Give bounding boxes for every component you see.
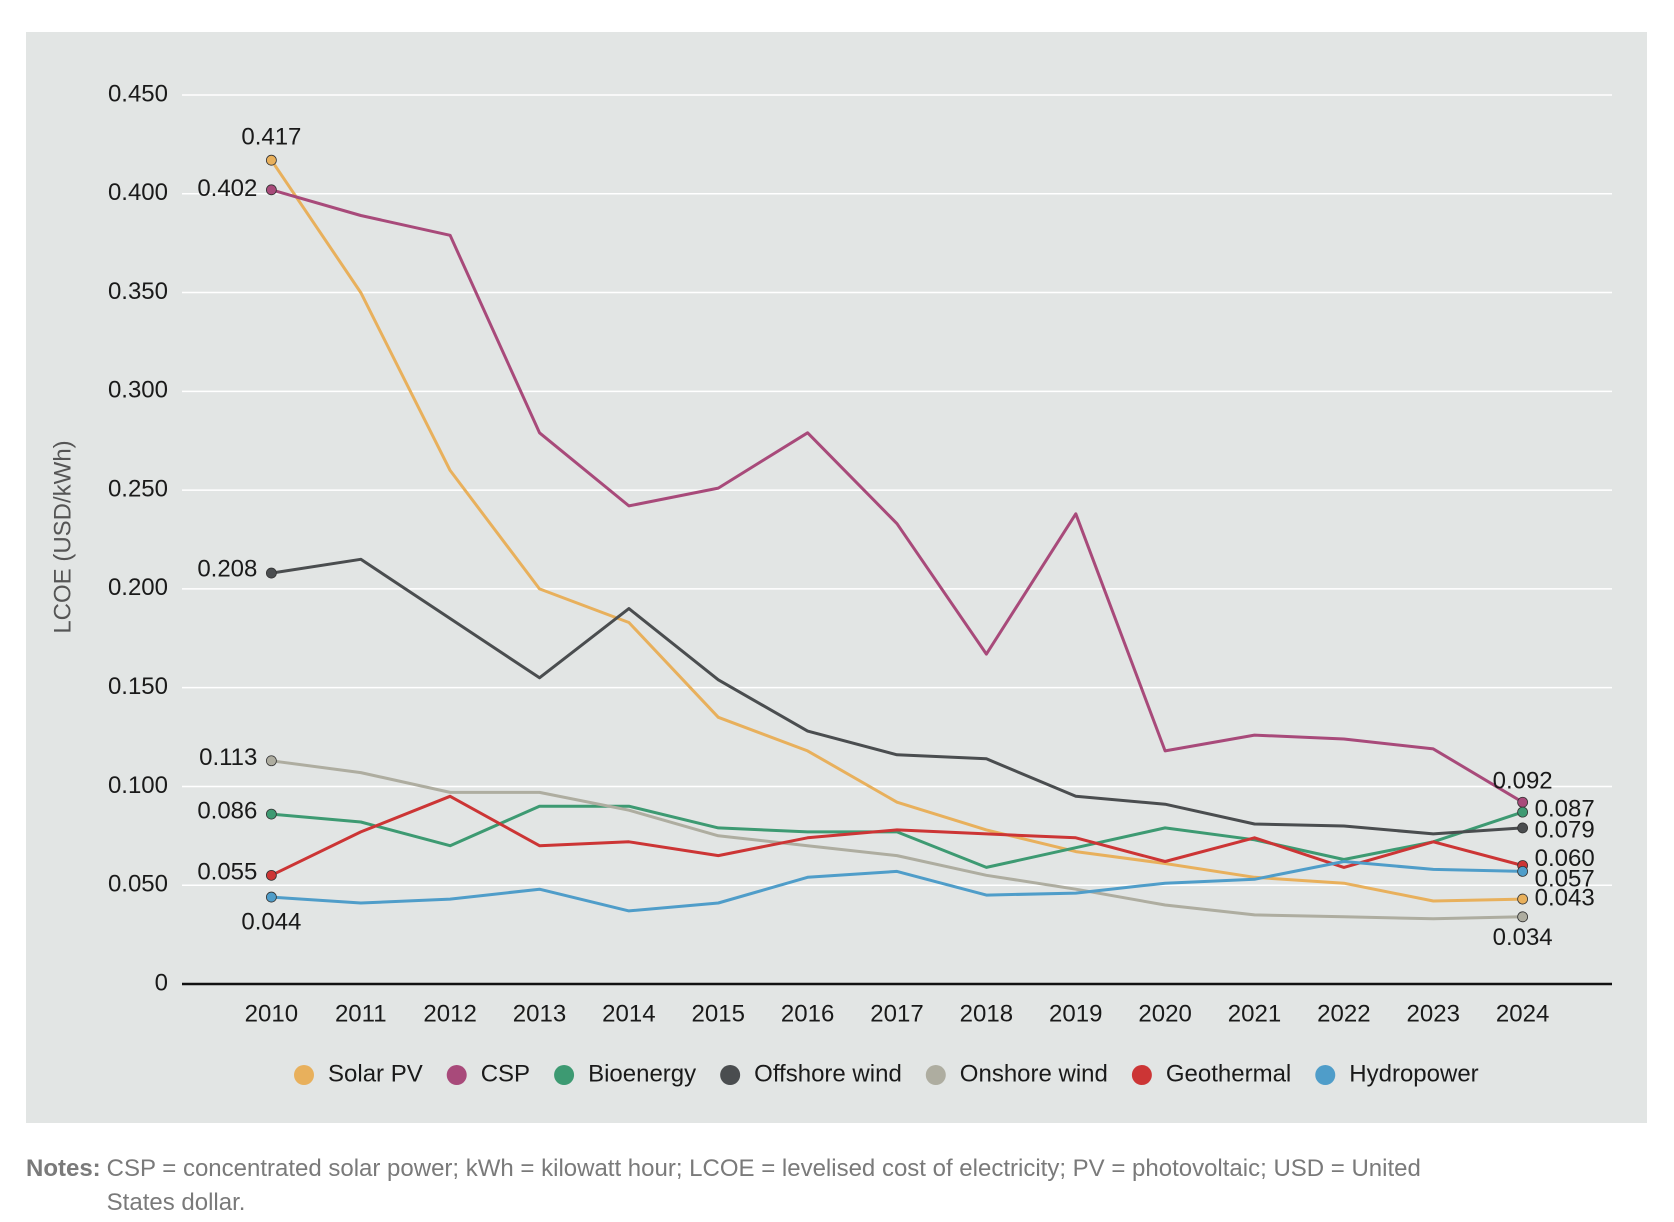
x-tick-label: 2015 [692,1000,745,1027]
y-tick-label: 0.450 [108,80,168,107]
y-tick-label: 0.250 [108,475,168,502]
point-marker [1517,865,1529,877]
x-tick-label: 2013 [513,1000,566,1027]
data-label: 0.034 [1493,924,1553,951]
y-tick-label: 0.300 [108,377,168,404]
data-label: 0.043 [1535,884,1595,911]
y-tick-label: 0.050 [108,871,168,898]
y-tick-label: 0.350 [108,278,168,305]
series-line [271,860,1523,913]
legend-label: Hydropower [1349,1060,1478,1087]
legend-swatch [720,1065,741,1085]
legend-label: Geothermal [1166,1060,1291,1087]
point-marker [1517,911,1529,923]
chart-panel [26,32,1647,1123]
point-marker [265,869,277,881]
data-label: 0.060 [1535,845,1595,872]
legend-label: Solar PV [328,1060,423,1087]
point-marker [1517,822,1529,834]
series-line [271,557,1523,836]
y-axis-label: LCOE (USD/kWh) [49,440,76,633]
data-label: 0.417 [241,124,301,151]
y-tick-label: 0.400 [108,179,168,206]
point-marker [265,755,277,767]
x-tick-label: 2011 [335,1000,387,1027]
series-line [271,759,1523,921]
x-tick-label: 2022 [1317,1000,1370,1027]
data-label: 0.113 [199,744,257,771]
x-tick-label: 2019 [1049,1000,1102,1027]
series-line [270,794,1523,877]
legend-swatch [1131,1065,1152,1085]
legend-label: Onshore wind [960,1060,1108,1087]
notes-label: Notes: [26,1155,101,1182]
point-marker [265,891,277,903]
legend-swatch [925,1065,946,1085]
data-label: 0.208 [197,555,257,582]
point-marker [1517,806,1529,818]
data-label: 0.079 [1535,816,1595,843]
x-tick-label: 2010 [245,1000,298,1027]
x-tick-label: 2024 [1496,1000,1549,1027]
series-line [270,188,1524,804]
legend-swatch [554,1065,575,1085]
data-label: 0.087 [1535,795,1595,822]
x-tick-label: 2017 [870,1000,923,1027]
x-tick-label: 2018 [960,1000,1013,1027]
y-tick-label: 0 [155,969,168,996]
data-label: 0.086 [197,797,257,824]
data-label: 0.092 [1493,768,1553,795]
legend-swatch [1315,1065,1336,1085]
x-tick-label: 2012 [423,1000,476,1027]
point-marker [1517,796,1529,808]
point-marker [265,154,277,166]
point-marker [265,567,277,579]
data-label: 0.044 [241,908,301,935]
point-marker [265,808,277,820]
legend: Solar PV CSP Bioenergy Offshore wind Onshore… [294,1060,1479,1087]
legend-swatch [294,1065,314,1085]
legend-label: CSP [481,1060,530,1087]
notes-text: CSP = concentrated solar power; kWh = ki… [106,1155,1421,1216]
y-tick-label: 0.100 [108,772,168,799]
data-label: 0.055 [197,859,257,886]
y-tick-label: 0.150 [108,673,168,700]
chart: LCOE (USD/kWh) 0 0.050 0.100 0.150 0.200 0.25… [26,32,1647,1123]
x-tick-label: 2023 [1407,1000,1460,1027]
legend-label: Bioenergy [588,1060,696,1087]
notes: Notes: CSP = concentrated solar power; k… [26,1152,1466,1220]
series-line [270,159,1523,903]
x-tick-label: 2014 [602,1000,655,1027]
x-tick-label: 2020 [1138,1000,1191,1027]
legend-swatch [446,1065,467,1085]
data-label: 0.402 [197,175,257,202]
data-label: 0.057 [1535,866,1595,893]
x-tick-label: 2016 [781,1000,834,1027]
legend-label: Offshore wind [754,1060,902,1087]
series-line [271,804,1524,869]
y-tick-label: 0.200 [108,574,168,601]
point-marker [265,184,277,196]
point-marker [1517,893,1529,905]
x-tick-label: 2021 [1228,1000,1281,1027]
